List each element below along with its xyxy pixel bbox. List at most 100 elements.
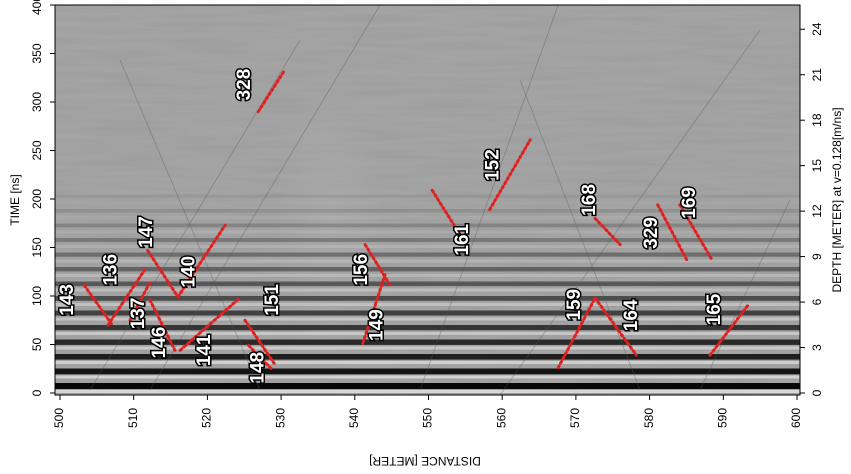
x-tick-label: 570 [568, 408, 582, 428]
x-axis-label: DISTANCE [METER] [369, 454, 481, 468]
annotation-label: 136 [101, 254, 122, 286]
annotation-label: 168 [579, 184, 600, 216]
diffraction-fit [593, 296, 638, 357]
reflection-band [55, 267, 800, 272]
reflection-band [55, 274, 800, 277]
diffraction-fit [708, 303, 750, 357]
diffraction-fit [176, 223, 227, 299]
reflection-band [55, 281, 800, 287]
reflection-band [55, 383, 800, 389]
y2-tick-label: 24 [810, 22, 824, 36]
y2-tick-label: 6 [810, 298, 824, 305]
x-tick-label: 510 [126, 408, 140, 428]
diffraction-fit [256, 68, 287, 114]
reflection-band [55, 346, 800, 350]
annotation-label: 148 [247, 352, 268, 384]
diffraction-fit [430, 188, 462, 237]
diffraction-fit [243, 318, 277, 367]
reflection-band [55, 259, 800, 263]
x-tick-label: 550 [421, 408, 435, 428]
x-tick-label: 580 [642, 408, 656, 428]
diffraction-fit [678, 203, 714, 262]
y-tick-label: 350 [30, 43, 44, 63]
x-tick-label: 530 [273, 408, 287, 428]
annotation-label: 329 [641, 217, 662, 249]
diffraction-fit [556, 296, 597, 370]
diffraction-fit [148, 298, 177, 352]
reflection-band [55, 332, 800, 335]
x-tick-label: 500 [52, 408, 66, 428]
streak [699, 199, 791, 391]
y2-tick-label: 21 [810, 68, 824, 82]
reflection-band [55, 368, 800, 375]
y-tick-label: 0 [30, 389, 44, 396]
x-tick-label: 560 [494, 408, 508, 428]
reflection-band [55, 325, 800, 331]
annotation-label: 165 [704, 293, 725, 325]
reflection-band [55, 375, 800, 379]
x-tick-label: 540 [347, 408, 361, 428]
annotation-label: 141 [194, 334, 215, 366]
diffraction-fit [146, 248, 180, 299]
annotation-label: 140 [179, 256, 200, 288]
y2-tick-label: 18 [810, 113, 824, 127]
annotation-label: 328 [234, 69, 255, 101]
y2-tick-label: 15 [810, 159, 824, 173]
streak [519, 79, 641, 391]
y-tick-label: 250 [30, 140, 44, 160]
reflection-band [55, 296, 800, 301]
radargram [55, 5, 800, 395]
reflection-band [55, 238, 800, 242]
diffraction-fit [247, 343, 274, 372]
reflection-band [55, 310, 800, 316]
diffraction-fit [363, 243, 392, 287]
diffraction-fit [82, 283, 114, 327]
diffraction-fit [106, 268, 147, 327]
reflection-band [55, 252, 800, 257]
annotation-label: 149 [367, 309, 388, 341]
annotation-label: 152 [482, 149, 503, 181]
annotation-label: 147 [136, 216, 157, 248]
y2-tick-label: 3 [810, 344, 824, 351]
streak [149, 5, 381, 391]
diffraction-fit [178, 296, 242, 352]
reflection-band [55, 216, 800, 219]
diffraction-fit [593, 216, 622, 247]
y-tick-label: 150 [30, 237, 44, 257]
y-tick-label: 50 [30, 338, 44, 352]
reflection-band [55, 361, 800, 364]
diffraction-fit [656, 203, 690, 264]
x-tick-label: 520 [200, 408, 214, 428]
diffraction-fit [128, 280, 152, 322]
y2-tick-label: 12 [810, 204, 824, 218]
annotation-label: 146 [149, 327, 170, 359]
reflection-band [55, 230, 800, 234]
y-tick-label: 300 [30, 92, 44, 112]
reflection-band [55, 223, 800, 228]
y-tick-label: 100 [30, 286, 44, 306]
streak [499, 29, 761, 395]
reflection-band [55, 209, 800, 213]
reflection-band [55, 354, 800, 360]
y-tick-label: 200 [30, 189, 44, 209]
reflection-band [55, 288, 800, 292]
annotation-label: 156 [351, 254, 372, 286]
annotation-label: 161 [452, 223, 473, 255]
annotation-label: 169 [679, 187, 700, 219]
reflection-band [55, 317, 800, 321]
reflection-band [55, 194, 800, 198]
reflection-band [55, 339, 800, 345]
reflection-band [55, 390, 800, 393]
annotation-label: 137 [128, 298, 149, 330]
y-axis-label: TIME [ns] [8, 174, 22, 225]
annotation-label: 159 [564, 289, 585, 321]
y2-tick-label: 9 [810, 253, 824, 260]
y2-tick-label: 0 [810, 389, 824, 396]
reflection-band [55, 303, 800, 306]
streak [419, 5, 559, 391]
reflection-band [55, 245, 800, 248]
y2-axis-label: DEPTH [METER] at v=0.128[m/ns] [830, 107, 844, 292]
annotation-label: 164 [621, 299, 642, 331]
y-tick-label: 400 [30, 0, 44, 15]
